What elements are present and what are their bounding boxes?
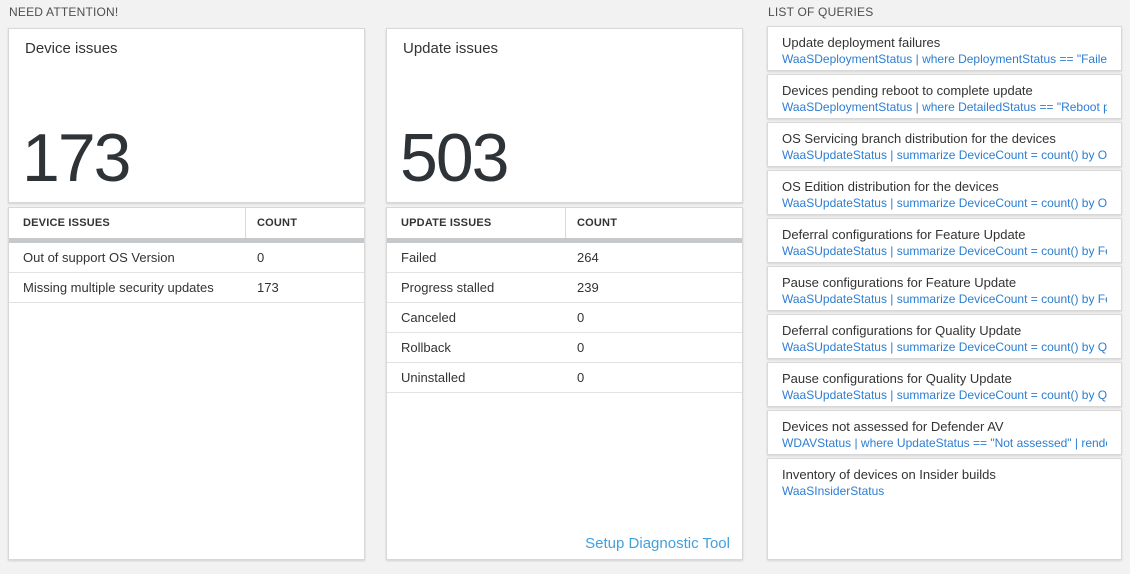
row-label: Uninstalled xyxy=(401,370,466,385)
query-item[interactable]: Inventory of devices on Insider builds W… xyxy=(767,458,1122,560)
update-table-header-count: COUNT xyxy=(577,217,618,229)
query-item[interactable]: Deferral configurations for Quality Upda… xyxy=(767,314,1122,359)
query-item-title: Pause configurations for Quality Update xyxy=(782,371,1012,386)
table-row[interactable]: Uninstalled 0 xyxy=(387,363,742,393)
query-item-query: WDAVStatus | where UpdateStatus == "Not … xyxy=(782,436,1107,450)
row-count: 0 xyxy=(577,310,585,325)
query-item-title: Pause configurations for Feature Update xyxy=(782,275,1017,290)
table-row[interactable]: Out of support OS Version 0 xyxy=(9,243,364,273)
query-item-query: WaaSDeploymentStatus | where DeploymentS… xyxy=(782,52,1107,66)
query-item-title: Inventory of devices on Insider builds xyxy=(782,467,996,482)
update-table-header: UPDATE ISSUES COUNT xyxy=(387,208,742,238)
query-item[interactable]: OS Servicing branch distribution for the… xyxy=(767,122,1122,167)
update-table-header-issues: UPDATE ISSUES xyxy=(401,217,492,229)
need-attention-section-label: NEED ATTENTION! xyxy=(9,5,119,19)
need-attention-column-update: Update issues 503 UPDATE ISSUES COUNT Fa… xyxy=(386,0,743,560)
query-item-query: WaaSUpdateStatus | summarize DeviceCount… xyxy=(782,244,1107,258)
query-item-query: WaaSUpdateStatus | summarize DeviceCount… xyxy=(782,196,1107,210)
query-item[interactable]: Update deployment failures WaaSDeploymen… xyxy=(767,26,1122,71)
list-of-queries-column: LIST OF QUERIES Update deployment failur… xyxy=(767,0,1122,560)
query-item[interactable]: Deferral configurations for Feature Upda… xyxy=(767,218,1122,263)
query-item[interactable]: Devices not assessed for Defender AV WDA… xyxy=(767,410,1122,455)
query-item-query: WaaSUpdateStatus | summarize DeviceCount… xyxy=(782,148,1107,162)
device-table-header: DEVICE ISSUES COUNT xyxy=(9,208,364,238)
device-table-header-issues: DEVICE ISSUES xyxy=(23,217,110,229)
query-item[interactable]: Devices pending reboot to complete updat… xyxy=(767,74,1122,119)
row-label: Missing multiple security updates xyxy=(23,280,214,295)
row-count: 239 xyxy=(577,280,599,295)
table-row[interactable]: Progress stalled 239 xyxy=(387,273,742,303)
row-count: 0 xyxy=(577,370,585,385)
query-item-query: WaaSUpdateStatus | summarize DeviceCount… xyxy=(782,340,1107,354)
query-item[interactable]: Pause configurations for Feature Update … xyxy=(767,266,1122,311)
query-item[interactable]: Pause configurations for Quality Update … xyxy=(767,362,1122,407)
device-issues-card[interactable]: Device issues 173 xyxy=(8,28,365,203)
update-issues-table: UPDATE ISSUES COUNT Failed 264 Progress … xyxy=(386,207,743,560)
table-row[interactable]: Canceled 0 xyxy=(387,303,742,333)
list-of-queries-section-label: LIST OF QUERIES xyxy=(768,5,874,19)
query-item-title: OS Servicing branch distribution for the… xyxy=(782,131,1056,146)
query-item-title: OS Edition distribution for the devices xyxy=(782,179,999,194)
row-count: 173 xyxy=(257,280,279,295)
device-issues-table: DEVICE ISSUES COUNT Out of support OS Ve… xyxy=(8,207,365,560)
row-count: 264 xyxy=(577,250,599,265)
query-item-title: Deferral configurations for Quality Upda… xyxy=(782,323,1022,338)
query-item-title: Devices pending reboot to complete updat… xyxy=(782,83,1033,98)
column-divider xyxy=(565,208,566,238)
row-count: 0 xyxy=(577,340,585,355)
query-item-title: Update deployment failures xyxy=(782,35,941,50)
column-divider xyxy=(245,208,246,238)
row-label: Progress stalled xyxy=(401,280,495,295)
row-label: Out of support OS Version xyxy=(23,250,175,265)
table-horizontal-scrollbar[interactable] xyxy=(9,238,364,243)
query-item-title: Deferral configurations for Feature Upda… xyxy=(782,227,1026,242)
query-list: Update deployment failures WaaSDeploymen… xyxy=(767,26,1122,560)
row-label: Canceled xyxy=(401,310,456,325)
query-item-query: WaaSInsiderStatus xyxy=(782,484,885,498)
query-item-query: WaaSDeploymentStatus | where DetailedSta… xyxy=(782,100,1107,114)
row-label: Rollback xyxy=(401,340,451,355)
table-row[interactable]: Missing multiple security updates 173 xyxy=(9,273,364,303)
row-label: Failed xyxy=(401,250,437,265)
device-issues-count: 173 xyxy=(22,120,131,196)
device-issues-card-title: Device issues xyxy=(25,40,118,57)
query-item-title: Devices not assessed for Defender AV xyxy=(782,419,1004,434)
update-issues-card[interactable]: Update issues 503 xyxy=(386,28,743,203)
update-issues-count: 503 xyxy=(400,120,509,196)
setup-diagnostic-tool-link[interactable]: Setup Diagnostic Tool xyxy=(585,535,730,552)
table-row[interactable]: Failed 264 xyxy=(387,243,742,273)
need-attention-column-device: NEED ATTENTION! Device issues 173 DEVICE… xyxy=(8,0,365,560)
table-horizontal-scrollbar[interactable] xyxy=(387,238,742,243)
table-row[interactable]: Rollback 0 xyxy=(387,333,742,363)
update-issues-card-title: Update issues xyxy=(403,40,499,57)
query-item-query: WaaSUpdateStatus | summarize DeviceCount… xyxy=(782,292,1107,306)
row-count: 0 xyxy=(257,250,265,265)
query-item-query: WaaSUpdateStatus | summarize DeviceCount… xyxy=(782,388,1107,402)
query-item[interactable]: OS Edition distribution for the devices … xyxy=(767,170,1122,215)
device-table-header-count: COUNT xyxy=(257,217,298,229)
